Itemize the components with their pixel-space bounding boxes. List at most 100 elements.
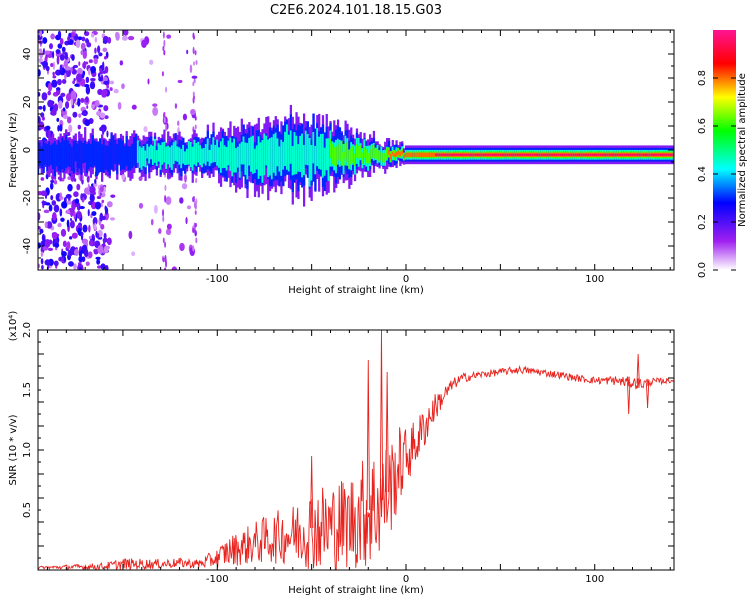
- heatmap-noise-cell: [66, 132, 71, 137]
- heatmap-band-cell: [42, 138, 45, 174]
- heatmap-band-cell: [165, 146, 168, 170]
- heatmap-band-cell: [38, 142, 42, 167]
- heatmap-noise-cell: [75, 73, 83, 83]
- x-tick-label: 100: [585, 574, 604, 585]
- heatmap-band-cell: [257, 136, 260, 179]
- heatmap-noise-cell: [80, 98, 85, 103]
- heatmap-band-cell: [51, 143, 55, 170]
- heatmap-noise-cell: [138, 176, 143, 182]
- heatmap-band-cell: [259, 142, 262, 176]
- heatmap-noise-cell: [100, 223, 105, 230]
- y-tick-label: 1.5: [22, 382, 33, 398]
- heatmap-band-cell: [227, 140, 230, 166]
- heatmap-band-cell: [193, 139, 196, 165]
- heatmap-band-cell: [476, 153, 479, 156]
- heatmap-noise-cell: [119, 60, 124, 66]
- heatmap-band-cell: [168, 147, 172, 168]
- heatmap-band-cell: [189, 142, 192, 168]
- heatmap-noise-cell: [88, 200, 93, 206]
- heatmap-noise-cell: [110, 80, 114, 85]
- heatmap-band-cell: [620, 153, 623, 156]
- heatmap-band-cell: [40, 146, 43, 169]
- heatmap-band-cell: [184, 151, 187, 166]
- y-tick-label: 0.5: [22, 502, 33, 518]
- heatmap-band-cell: [135, 133, 138, 169]
- heatmap-noise-cell: [77, 36, 83, 41]
- heatmap-band-cell: [635, 153, 638, 156]
- heatmap-noise-cell: [72, 111, 78, 118]
- heatmap-band-cell: [446, 153, 449, 156]
- heatmap-band-cell: [518, 153, 521, 156]
- heatmap-noise-cell: [68, 261, 74, 267]
- heatmap-band-cell: [508, 153, 511, 156]
- heatmap-band-cell: [91, 135, 94, 168]
- heatmap-band-cell: [102, 139, 106, 173]
- heatmap-noise-cell: [162, 237, 165, 244]
- heatmap-noise-cell: [104, 265, 109, 270]
- heatmap-band-cell: [642, 153, 645, 156]
- heatmap-band-cell: [155, 150, 159, 166]
- heatmap-band-cell: [597, 153, 600, 156]
- heatmap-noise-cell: [64, 51, 67, 60]
- heatmap-band-cell: [38, 140, 40, 175]
- heatmap-noise-cell: [138, 202, 144, 209]
- heatmap-noise-cell: [55, 49, 61, 55]
- heatmap-noise-cell: [99, 112, 106, 119]
- heatmap-band-cell: [561, 153, 564, 156]
- heatmap-noise-cell: [181, 183, 188, 190]
- heatmap-band-cell: [125, 136, 128, 167]
- heatmap-noise-cell: [52, 61, 56, 70]
- heatmap-noise-cell: [93, 57, 98, 65]
- heatmap-band-cell: [493, 153, 496, 156]
- heatmap-band-cell: [393, 153, 396, 158]
- heatmap-noise-cell: [164, 184, 167, 192]
- y-tick-label: 40: [22, 48, 33, 61]
- heatmap-noise-cell: [81, 244, 88, 252]
- heatmap-band-cell: [550, 153, 553, 156]
- heatmap-noise-cell: [165, 86, 168, 93]
- heatmap-band-cell: [352, 146, 355, 163]
- heatmap-noise-cell: [50, 110, 57, 116]
- heatmap-noise-cell: [106, 237, 112, 246]
- heatmap-band-cell: [552, 153, 555, 156]
- heatmap-noise-cell: [121, 83, 125, 90]
- heatmap-noise-cell: [73, 263, 77, 270]
- heatmap-band-cell: [361, 152, 364, 164]
- heatmap-noise-cell: [163, 117, 166, 124]
- heatmap-noise-cell: [163, 111, 166, 117]
- heatmap-noise-cell: [74, 198, 80, 204]
- heatmap-noise-cell: [56, 55, 60, 65]
- heatmap-band-cell: [506, 153, 510, 156]
- snr-ticks: -100 0 100 0.5 1.0 1.5 2.0: [22, 322, 674, 585]
- heatmap-noise-cell: [70, 90, 77, 100]
- heatmap-noise-cell: [82, 224, 88, 233]
- heatmap-band-cell: [246, 143, 249, 180]
- heatmap-band-cell: [285, 124, 289, 170]
- snr-spike: [379, 330, 384, 501]
- heatmap-noise-cell: [89, 194, 95, 203]
- spectrogram-xlabel: Height of straight line (km): [288, 285, 424, 296]
- heatmap-noise-cell: [57, 30, 62, 39]
- snr-spike: [310, 455, 314, 529]
- heatmap-band-cell: [204, 144, 208, 166]
- heatmap-band-cell: [133, 137, 136, 167]
- heatmap-noise-cell: [162, 31, 165, 39]
- heatmap-band-cell: [123, 145, 126, 170]
- heatmap-noise-cell: [99, 70, 104, 75]
- heatmap-band-cell: [391, 151, 394, 156]
- heatmap-noise-cell: [162, 216, 165, 222]
- heatmap-noise-cell: [38, 48, 43, 52]
- heatmap-noise-cell: [89, 81, 96, 90]
- heatmap-band-cell: [618, 153, 621, 156]
- heatmap-band-cell: [153, 138, 157, 163]
- heatmap-noise-cell: [94, 47, 97, 54]
- heatmap-noise-cell: [102, 238, 106, 245]
- heatmap-noise-cell: [150, 218, 154, 226]
- heatmap-band-cell: [380, 152, 383, 161]
- heatmap-band-cell: [127, 146, 130, 171]
- heatmap-band-cell: [118, 139, 121, 164]
- heatmap-noise-cell: [131, 104, 137, 110]
- heatmap-noise-cell: [121, 35, 128, 41]
- heatmap-band-cell: [521, 153, 525, 156]
- heatmap-noise-cell: [52, 212, 57, 221]
